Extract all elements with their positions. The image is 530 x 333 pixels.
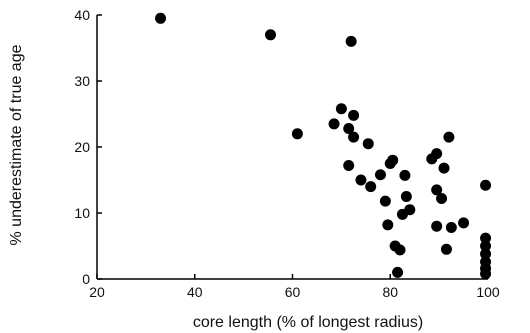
data-point [155, 12, 167, 24]
data-point [348, 109, 360, 121]
data-point [392, 266, 404, 278]
x-tick-label: 40 [187, 284, 203, 300]
data-point [345, 35, 357, 47]
ticks: 20 40 60 80 100 0 10 20 30 40 [74, 7, 499, 300]
data-point [328, 118, 340, 130]
data-point [480, 268, 492, 280]
data-point [382, 219, 394, 231]
data-point [431, 148, 443, 160]
data-point [480, 179, 492, 191]
data-point [343, 159, 355, 171]
data-point [438, 162, 450, 174]
data-point [362, 138, 374, 150]
data-point [431, 220, 443, 232]
data-point [335, 103, 347, 115]
x-tick-label: 20 [89, 284, 105, 300]
data-point [480, 232, 492, 244]
data-point [480, 248, 492, 260]
x-tick-label: 60 [285, 284, 301, 300]
data-point [365, 181, 377, 193]
data-point [265, 29, 277, 41]
data-point [394, 244, 406, 256]
data-point [431, 184, 443, 196]
data-point [291, 128, 303, 140]
data-points [155, 12, 492, 280]
y-tick-label: 10 [74, 205, 90, 221]
x-axis-label: core length (% of longest radius) [193, 314, 423, 331]
axes [96, 15, 488, 280]
data-point [480, 240, 492, 252]
x-tick-label: 100 [476, 284, 500, 300]
data-point [374, 169, 386, 181]
data-point [355, 174, 367, 186]
data-point [445, 222, 457, 234]
y-tick-label: 20 [74, 139, 90, 155]
data-point [436, 192, 448, 204]
x-tick-label: 80 [382, 284, 398, 300]
data-point [400, 191, 412, 202]
data-point [458, 217, 470, 229]
data-point [443, 131, 455, 143]
y-tick-label: 30 [74, 73, 90, 89]
y-axis-label: % underestimate of true age [8, 44, 25, 245]
data-point [348, 131, 360, 143]
data-point [379, 195, 391, 207]
data-point [343, 123, 355, 135]
y-tick-label: 0 [82, 271, 90, 287]
y-tick-label: 40 [74, 7, 90, 23]
data-point [404, 204, 416, 216]
data-point [399, 169, 411, 181]
data-point [440, 243, 452, 255]
data-point [387, 154, 399, 166]
